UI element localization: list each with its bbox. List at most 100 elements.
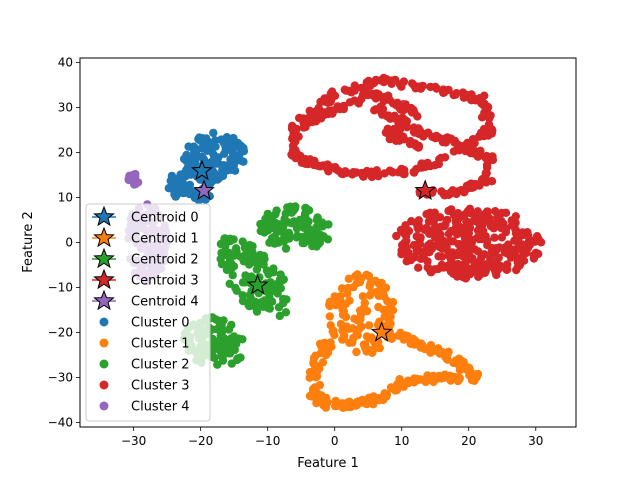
data-point: [166, 176, 175, 185]
data-point: [430, 161, 440, 170]
data-point: [345, 338, 354, 347]
data-point: [492, 260, 502, 270]
data-point: [338, 168, 347, 177]
data-point: [495, 216, 504, 225]
data-point: [409, 168, 419, 177]
data-point: [445, 371, 455, 380]
data-point: [282, 295, 291, 304]
y-axis: −40 −30 −20 −10 0 10 20 30 40: [48, 56, 80, 430]
data-point: [363, 344, 372, 354]
legend-dot-marker: [99, 401, 109, 411]
data-point: [398, 240, 407, 250]
data-point: [312, 222, 321, 232]
data-point: [288, 121, 297, 131]
data-point: [315, 339, 325, 349]
data-point: [259, 260, 268, 269]
data-point: [417, 163, 426, 172]
legend-label: Centroid 4: [131, 295, 199, 310]
data-point: [232, 247, 241, 256]
x-tick-label: −10: [255, 434, 280, 448]
data-point: [410, 128, 419, 137]
data-point: [267, 297, 277, 306]
legend-star-marker: [93, 289, 115, 311]
legend-entry: Centroid 2: [92, 247, 199, 269]
data-point: [425, 264, 434, 274]
data-point: [339, 307, 349, 316]
data-point: [369, 345, 378, 354]
data-point: [358, 395, 367, 405]
data-point: [399, 102, 409, 112]
data-point: [232, 286, 241, 295]
legend-star-marker: [93, 247, 115, 269]
legend-dot-marker: [99, 317, 109, 327]
data-point: [435, 155, 444, 164]
data-point: [364, 271, 374, 281]
data-point: [185, 188, 194, 197]
data-point: [275, 220, 284, 229]
data-point: [482, 151, 491, 161]
data-point: [314, 239, 323, 249]
data-point: [407, 217, 416, 226]
data-point: [485, 214, 494, 223]
data-point: [218, 249, 227, 258]
data-point: [455, 375, 464, 384]
data-point: [454, 222, 464, 231]
data-point: [198, 143, 207, 153]
data-point: [451, 356, 461, 365]
data-point: [481, 128, 491, 137]
data-point: [241, 271, 250, 280]
legend-label: Centroid 2: [131, 253, 199, 268]
legend-entry: Cluster 2: [99, 358, 190, 373]
x-tick-label: −30: [121, 434, 146, 448]
data-point: [401, 379, 410, 388]
y-tick-label: 20: [58, 146, 73, 160]
legend-dot-marker: [99, 359, 109, 369]
data-point: [217, 260, 227, 269]
data-point: [307, 372, 316, 381]
data-point: [366, 393, 375, 402]
data-point: [421, 248, 431, 257]
data-point: [216, 331, 225, 340]
data-point: [435, 242, 444, 252]
data-point: [252, 307, 262, 316]
data-point: [391, 136, 401, 145]
data-point: [500, 248, 510, 257]
data-point: [438, 138, 448, 147]
data-point: [325, 312, 334, 321]
data-point: [394, 331, 403, 340]
x-tick-label: 10: [394, 434, 409, 448]
data-point: [454, 240, 464, 249]
x-tick-label: 30: [528, 434, 543, 448]
data-point: [473, 233, 482, 242]
x-tick-label: 20: [461, 434, 476, 448]
data-point: [251, 297, 260, 307]
data-point: [363, 90, 373, 100]
data-point: [475, 257, 484, 266]
legend-label: Cluster 3: [131, 379, 190, 394]
data-point: [361, 169, 371, 178]
data-point: [426, 82, 435, 92]
data-point: [420, 130, 429, 139]
legend-label: Cluster 1: [131, 337, 190, 352]
data-point: [364, 321, 374, 330]
data-point: [392, 231, 401, 241]
data-point: [487, 248, 496, 257]
data-point: [473, 95, 483, 105]
data-point: [164, 184, 173, 193]
data-point: [292, 149, 302, 158]
data-point: [335, 299, 345, 308]
data-point: [311, 107, 320, 116]
data-point: [238, 278, 248, 287]
data-point: [209, 150, 218, 159]
data-point: [389, 124, 399, 134]
data-point: [358, 292, 368, 301]
y-tick-label: 40: [58, 56, 73, 70]
data-point: [281, 244, 291, 253]
data-point: [397, 82, 406, 91]
data-point: [262, 222, 272, 231]
data-point: [312, 215, 322, 225]
data-point: [486, 254, 495, 263]
data-point: [519, 244, 528, 254]
data-point: [482, 163, 492, 172]
data-point: [471, 211, 480, 221]
